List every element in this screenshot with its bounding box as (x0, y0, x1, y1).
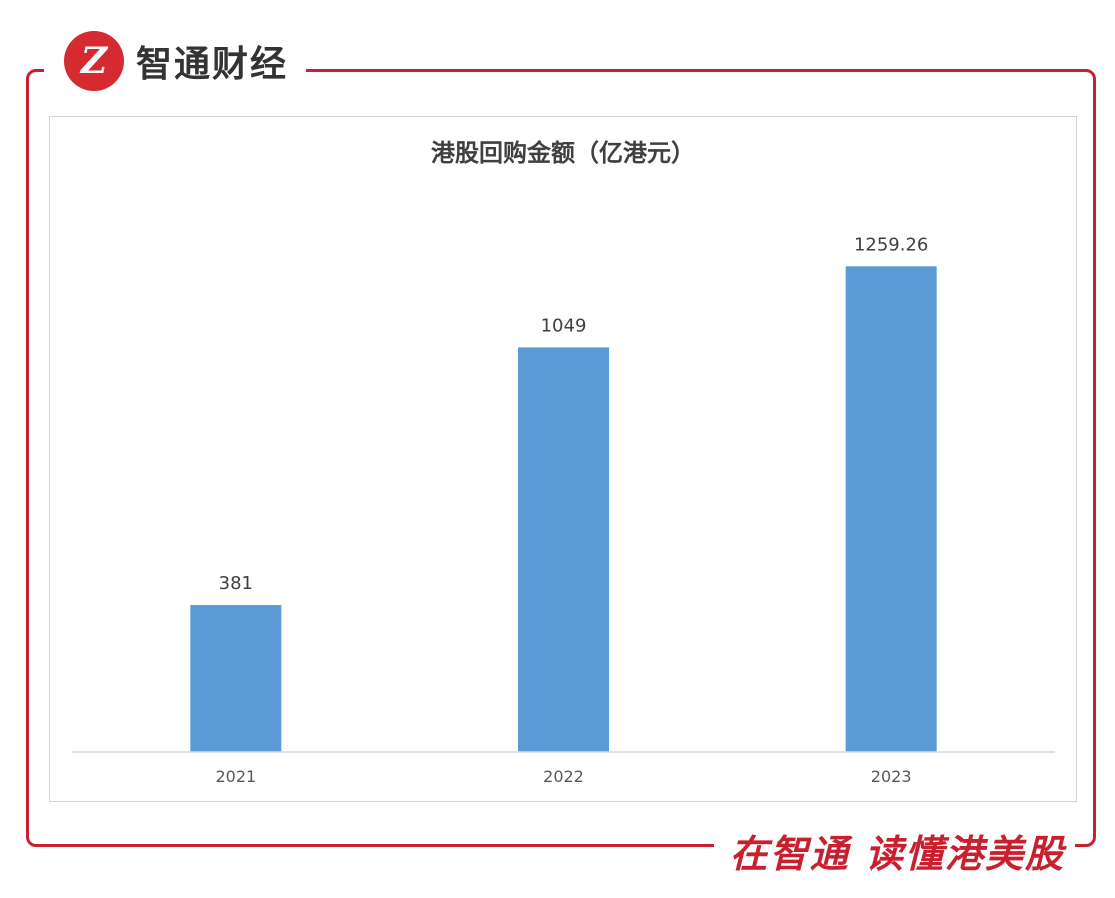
data-label-2021: 381 (219, 573, 253, 594)
bar-2022 (518, 347, 609, 752)
bar-chart: 港股回购金额（亿港元） 381 2021 1049 2022 1259.26 2023 (72, 139, 1055, 786)
data-label-2022: 1049 (541, 315, 587, 336)
brand-header: Z 智通财经 (44, 18, 307, 104)
x-tick-label-2021: 2021 (215, 767, 256, 786)
x-tick-label-2022: 2022 (543, 767, 584, 786)
chart-container: 港股回购金额（亿港元） 381 2021 1049 2022 1259.26 2023 (49, 116, 1077, 802)
bar-2021 (190, 605, 282, 752)
slogan: 在智通 读懂港美股 (713, 815, 1075, 885)
brand-logo-icon: Z (64, 31, 124, 91)
data-label-2023: 1259.26 (854, 234, 928, 255)
chart-title: 港股回购金额（亿港元） (431, 139, 695, 167)
bars-group: 381 2021 1049 2022 1259.26 2023 (190, 234, 937, 786)
red-frame (26, 69, 1096, 847)
bar-2023 (845, 266, 937, 752)
x-tick-label-2023: 2023 (871, 767, 912, 786)
brand-name: 智通财经 (136, 44, 289, 85)
